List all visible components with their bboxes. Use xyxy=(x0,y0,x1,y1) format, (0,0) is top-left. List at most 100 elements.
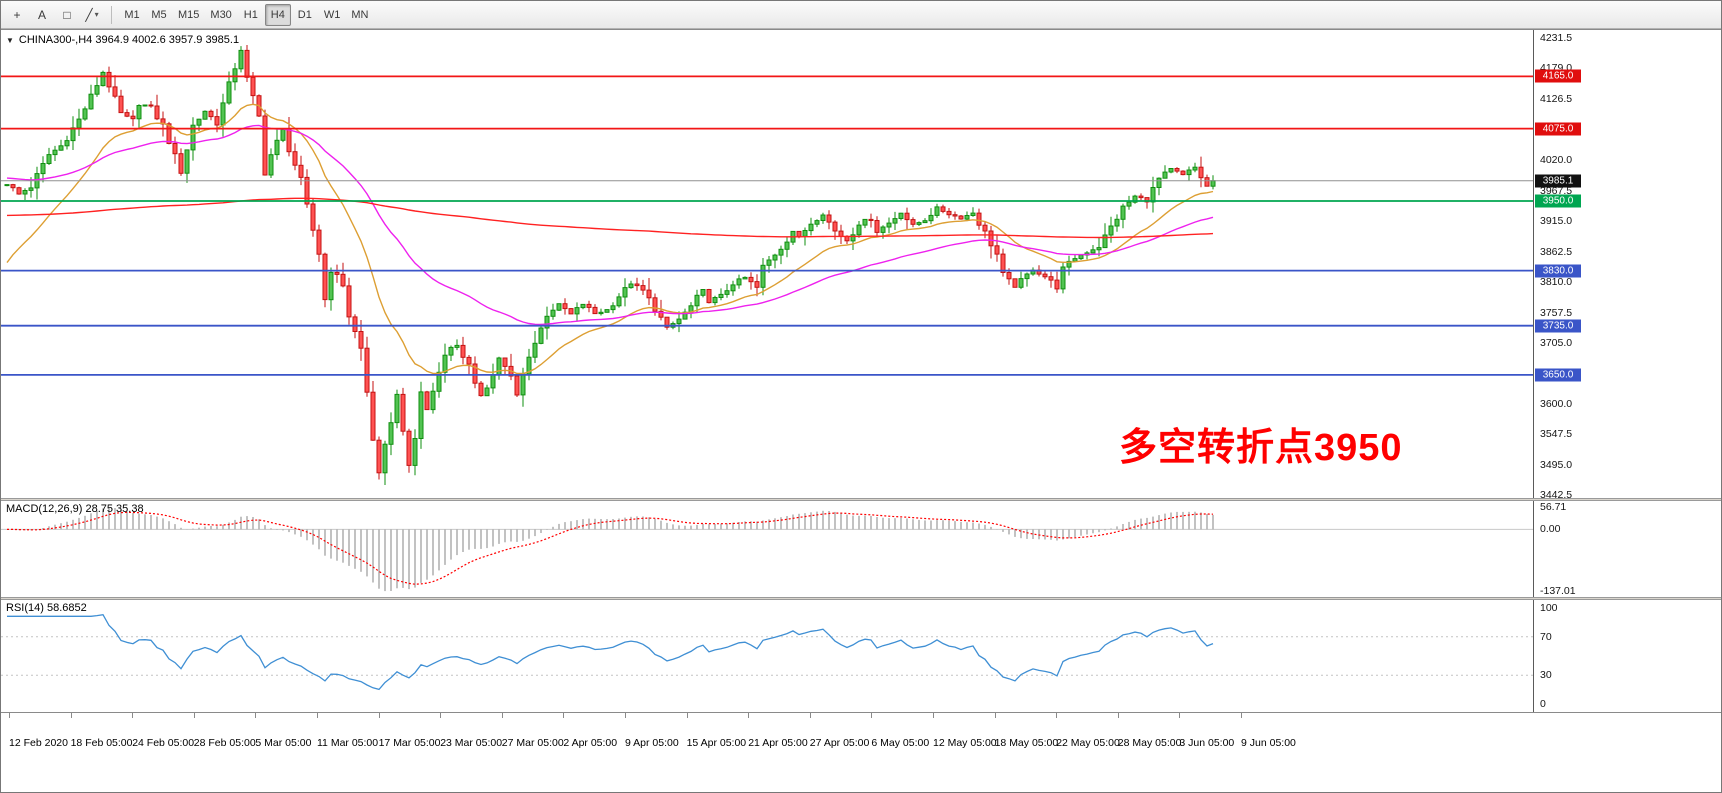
macd-label: MACD(12,26,9) 28.75 35.38 xyxy=(6,503,144,515)
price-axis-label: 4126.5 xyxy=(1540,92,1573,105)
time-tick xyxy=(317,713,318,718)
time-axis-label: 22 May 05:00 xyxy=(1056,737,1120,749)
time-axis-label: 18 Feb 05:00 xyxy=(70,737,133,749)
timeframe-mn[interactable]: MN xyxy=(351,8,369,21)
rsi-scale[interactable]: 100 70 30 0 xyxy=(1533,600,1721,712)
time-axis-label: 24 Feb 05:00 xyxy=(132,737,195,749)
line-studies-dropdown[interactable]: ╱ ▾ xyxy=(85,7,99,22)
time-axis-label: 28 Feb 05:00 xyxy=(193,737,256,749)
rsi-axis-label: 30 xyxy=(1540,669,1552,682)
time-axis-label: 11 Mar 05:00 xyxy=(317,737,379,749)
price-axis-label: 3967.5 xyxy=(1540,184,1573,197)
symbol-info: ▼ CHINA300-,H4 3964.9 4002.6 3957.9 3985… xyxy=(6,34,239,46)
price-axis-label: 4020.0 xyxy=(1540,154,1573,167)
toolbar: + A □ ╱ ▾ M1 M5 M15 M30 H1 H4 D1 W1 MN xyxy=(1,1,1721,29)
timeframe-h1[interactable]: H1 xyxy=(243,8,258,21)
time-axis-label: 12 May 05:00 xyxy=(933,737,997,749)
time-tick xyxy=(871,713,873,718)
hline-price-tag: 3830.0 xyxy=(1535,264,1581,278)
time-tick xyxy=(563,713,565,718)
price-axis-label: 4231.5 xyxy=(1540,31,1573,44)
hline-price-tag: 4075.0 xyxy=(1535,122,1581,136)
price-axis-label: 3600.0 xyxy=(1540,397,1573,410)
price-scale[interactable]: 4231.54179.04126.54075.04020.03967.53915… xyxy=(1533,30,1721,498)
time-tick xyxy=(625,713,626,718)
time-tick xyxy=(9,713,10,718)
current-price-tag: 3985.1 xyxy=(1535,174,1581,188)
time-tick xyxy=(809,713,811,718)
text-tool[interactable]: A xyxy=(37,7,46,22)
time-tick xyxy=(994,713,996,718)
time-tick xyxy=(70,713,72,718)
macd-panel: MACD(12,26,9) 28.75 35.38 56.71 0.00 -137.… xyxy=(1,501,1721,597)
time-axis-label: 28 May 05:00 xyxy=(1117,737,1182,749)
price-axis-label: 3810.0 xyxy=(1540,276,1573,289)
time-axis[interactable]: 12 Feb 2020 18 Feb 05:00 24 Feb 05:00 28 Fe… xyxy=(1,712,1721,792)
rsi-plot[interactable] xyxy=(1,600,1533,712)
macd-axis-label: 0.00 xyxy=(1540,523,1561,536)
timeframe-h4[interactable]: H4 xyxy=(264,3,291,26)
timeframe-m1[interactable]: M1 xyxy=(124,8,140,21)
symbol-ohlc-text: CHINA300-,H4 3964.9 4002.6 3957.9 3985.1 xyxy=(18,34,240,46)
time-tick xyxy=(1241,713,1242,718)
price-axis-label: 3442.5 xyxy=(1540,489,1573,498)
time-tick xyxy=(440,713,442,718)
time-tick xyxy=(933,713,934,718)
dropdown-caret-icon: ▾ xyxy=(94,10,99,19)
price-axis-label: 3547.5 xyxy=(1540,428,1573,441)
time-axis-label: 27 Apr 05:00 xyxy=(809,737,870,749)
drawing-tools-group: + A □ ╱ ▾ xyxy=(5,4,104,26)
hline-price-tag: 4165.0 xyxy=(1535,69,1581,83)
time-axis-label: 27 Mar 05:00 xyxy=(501,737,564,749)
timeframe-d1[interactable]: D1 xyxy=(297,8,312,21)
time-axis-label: 12 Feb 2020 xyxy=(9,737,68,749)
price-axis-label: 3495.0 xyxy=(1540,458,1573,471)
chart-annotation-text: 多空转折点3950 xyxy=(1119,427,1403,469)
macd-axis-label: 56.71 xyxy=(1540,501,1567,513)
main-chart-panel: ▼ CHINA300-,H4 3964.9 4002.6 3957.9 3985… xyxy=(1,29,1721,498)
time-tick xyxy=(1056,713,1058,718)
rsi-label: RSI(14) 58.6852 xyxy=(6,602,87,614)
time-axis-label: 5 Mar 05:00 xyxy=(255,737,312,749)
macd-plot[interactable] xyxy=(1,501,1533,597)
chart-dropdown-icon[interactable]: ▼ xyxy=(6,35,14,45)
price-axis-label: 3705.0 xyxy=(1540,337,1573,350)
toolbar-separator xyxy=(111,5,112,24)
price-axis-label: 3862.5 xyxy=(1540,245,1573,258)
rsi-panel: RSI(14) 58.6852 100 70 30 0 xyxy=(1,600,1721,712)
time-axis-label: 9 Jun 05:00 xyxy=(1241,737,1296,749)
timeframe-group: M1 M5 M15 M30 H1 H4 D1 W1 MN xyxy=(119,3,373,26)
crosshair-tool[interactable]: + xyxy=(13,7,21,22)
timeframe-w1[interactable]: W1 xyxy=(323,8,341,21)
macd-scale[interactable]: 56.71 0.00 -137.01 xyxy=(1533,501,1721,597)
time-axis-label: 15 Apr 05:00 xyxy=(686,737,747,749)
time-tick xyxy=(1117,713,1119,718)
time-tick xyxy=(378,713,380,718)
price-axis-label: 3915.0 xyxy=(1540,215,1573,228)
time-axis-label: 6 May 05:00 xyxy=(871,737,930,749)
timeframe-m30[interactable]: M30 xyxy=(210,8,232,21)
panel-splitter[interactable] xyxy=(1,498,1721,501)
rsi-axis-label: 0 xyxy=(1540,698,1546,710)
time-axis-label: 21 Apr 05:00 xyxy=(748,737,808,749)
time-tick xyxy=(1179,713,1181,718)
time-axis-label: 3 Jun 05:00 xyxy=(1179,737,1235,749)
timeframe-m5[interactable]: M5 xyxy=(151,8,167,21)
time-tick xyxy=(132,713,134,718)
panel-splitter[interactable] xyxy=(1,597,1721,600)
time-tick xyxy=(255,713,257,718)
time-axis-label: 2 Apr 05:00 xyxy=(563,737,618,749)
timeframe-m15[interactable]: M15 xyxy=(178,8,200,21)
time-tick xyxy=(501,713,503,718)
candlestick-plot[interactable] xyxy=(1,30,1533,498)
time-tick xyxy=(748,713,750,718)
time-axis-label: 17 Mar 05:00 xyxy=(378,737,441,749)
rsi-axis-label: 70 xyxy=(1540,630,1552,643)
rectangle-tool[interactable]: □ xyxy=(63,7,71,22)
hline-price-tag: 3650.0 xyxy=(1535,368,1581,382)
time-axis-label: 18 May 05:00 xyxy=(994,737,1059,749)
hline-price-tag: 3950.0 xyxy=(1535,194,1581,208)
time-axis-label: 23 Mar 05:00 xyxy=(440,737,503,749)
time-tick xyxy=(193,713,195,718)
